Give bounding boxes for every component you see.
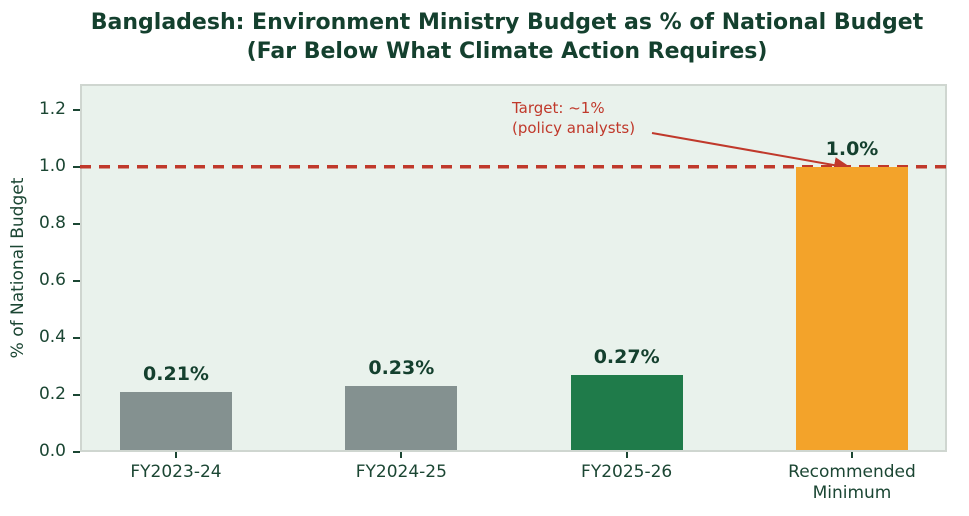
x-axis-tick-mark bbox=[175, 452, 177, 458]
x-axis-tick-label: FY2025-26 bbox=[581, 462, 673, 482]
y-axis-tick-mark bbox=[73, 108, 80, 111]
x-axis-tick-label: FY2023-24 bbox=[130, 462, 222, 482]
bar-value-label: 0.27% bbox=[593, 345, 660, 368]
bar-fy2023-24 bbox=[120, 392, 232, 450]
y-axis-tick-label: 0.0 bbox=[38, 441, 66, 461]
y-axis-tick-label: 1.0 bbox=[38, 155, 66, 176]
target-annotation-text: Target: ~1% (policy analysts) bbox=[512, 99, 636, 137]
y-axis-tick-mark bbox=[73, 165, 80, 168]
y-axis-tick-label: 0.6 bbox=[38, 269, 66, 290]
bar-fy2024-25 bbox=[345, 386, 458, 450]
x-axis-tick-label: Recommended Minimum bbox=[788, 462, 916, 503]
y-axis-tick-mark bbox=[73, 393, 80, 396]
y-axis-tick-mark bbox=[73, 222, 80, 225]
bar-value-label: 1.0% bbox=[825, 137, 879, 160]
chart-title: Bangladesh: Environment Ministry Budget … bbox=[90, 10, 924, 64]
x-axis-tick-mark bbox=[400, 452, 403, 458]
y-axis-tick-mark bbox=[73, 451, 80, 453]
y-axis-tick-label: 0.4 bbox=[38, 326, 66, 347]
bar-fy2025-26 bbox=[570, 374, 683, 450]
y-axis-tick-label: 0.2 bbox=[38, 383, 66, 404]
bar-value-label: 0.23% bbox=[368, 357, 435, 380]
x-axis-tick-label: FY2024-25 bbox=[355, 462, 447, 482]
y-axis-tick-label: 0.8 bbox=[38, 212, 66, 233]
x-axis-tick-mark bbox=[625, 452, 628, 458]
y-axis-tick-mark bbox=[73, 336, 80, 339]
bar-value-label: 0.21% bbox=[143, 363, 209, 386]
bar-recommended bbox=[795, 166, 908, 450]
x-axis-tick-mark bbox=[850, 452, 853, 458]
y-axis-tick-label: 1.2 bbox=[38, 98, 66, 119]
y-axis-tick-mark bbox=[73, 279, 80, 282]
